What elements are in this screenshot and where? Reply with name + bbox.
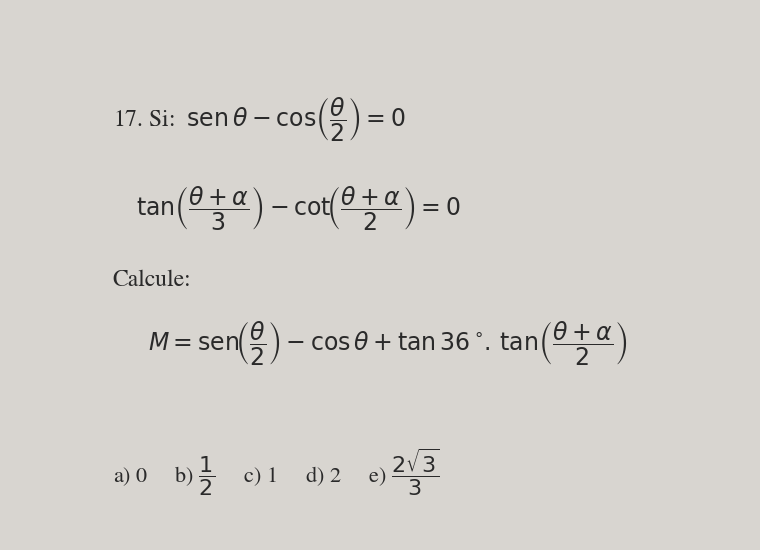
- Text: 17. Si:  $\mathrm{sen}\,\theta - \cos\!\left(\dfrac{\theta}{2}\right) = 0$: 17. Si: $\mathrm{sen}\,\theta - \cos\!\l…: [112, 96, 405, 144]
- Text: $M = \mathrm{sen}\!\left(\dfrac{\theta}{2}\right) - \cos\theta + \tan 36^\circ\!: $M = \mathrm{sen}\!\left(\dfrac{\theta}{…: [148, 320, 627, 368]
- Text: $\tan\!\left(\dfrac{\theta + \alpha}{3}\right) - \mathrm{cot}\!\left(\dfrac{\the: $\tan\!\left(\dfrac{\theta + \alpha}{3}\…: [136, 185, 461, 233]
- Text: Calcule:: Calcule:: [112, 270, 192, 290]
- Text: a) 0     b) $\dfrac{1}{2}$     c) 1     d) 2     e) $\dfrac{2\sqrt{3}}{3}$: a) 0 b) $\dfrac{1}{2}$ c) 1 d) 2 e) $\df…: [112, 447, 439, 498]
